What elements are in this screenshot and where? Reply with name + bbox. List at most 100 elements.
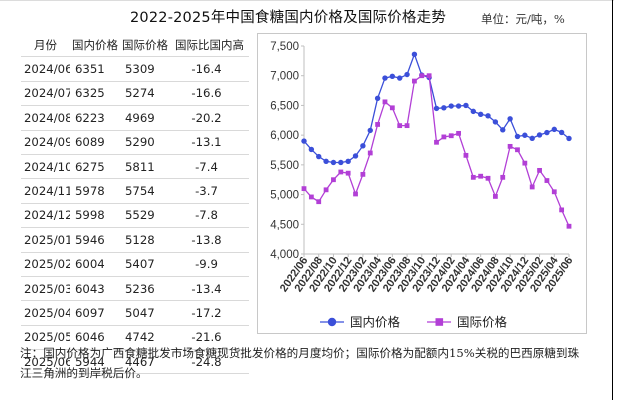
international-price-point xyxy=(360,171,366,177)
international-price-point xyxy=(463,152,469,158)
month-cell: 2024/06 xyxy=(21,56,70,82)
domestic-price-cell: 6223 xyxy=(70,105,120,131)
month-cell: 2025/01 xyxy=(21,227,70,253)
domestic-price-point xyxy=(522,132,528,138)
month-cell: 2024/07 xyxy=(21,81,70,107)
domestic-price-point xyxy=(551,126,557,133)
table-row: 2025/02 6004 5407 -9.9 xyxy=(21,252,249,277)
chart-title: 2022-2025年中国食糖国内价格及国际价格走势 xyxy=(130,10,447,26)
international-price-point xyxy=(382,99,388,105)
international-price-point xyxy=(500,174,506,180)
price-table: 月份 国内价格 国际价格 国际比国内高 2024/06 6351 5309 -16.4… xyxy=(21,33,249,375)
domestic-price-point xyxy=(308,146,315,153)
y-tick-label: 7,000 xyxy=(270,71,299,83)
diff-cell: -16.6 xyxy=(170,81,249,107)
domestic-price-cell: 6325 xyxy=(70,81,120,107)
international-price-cell: 5047 xyxy=(120,300,170,326)
international-price-point xyxy=(492,194,498,199)
month-cell: 2024/10 xyxy=(21,154,70,180)
international-price-point xyxy=(456,130,461,136)
international-price-point xyxy=(434,139,439,145)
domestic-price-point xyxy=(477,111,484,117)
domestic-price-point xyxy=(448,103,454,109)
international-price-point xyxy=(537,167,542,173)
international-price-point xyxy=(478,173,484,179)
international-price-point xyxy=(338,169,344,175)
domestic-price-cell: 6275 xyxy=(70,154,120,180)
diff-cell: -20.2 xyxy=(170,105,249,131)
international-price-cell: 5128 xyxy=(120,227,170,253)
domestic-price-point xyxy=(330,159,337,166)
international-price-cell: 5236 xyxy=(120,276,170,302)
y-tick-label: 4,500 xyxy=(270,219,299,231)
domestic-price-point xyxy=(514,133,521,140)
chart-frame xyxy=(257,33,587,334)
domestic-price-point xyxy=(382,75,388,81)
domestic-price-point xyxy=(389,73,396,80)
international-price-point xyxy=(419,73,425,79)
international-price-point xyxy=(375,122,381,127)
legend-label: 国际价格 xyxy=(457,315,508,330)
domestic-price-point xyxy=(463,102,469,109)
international-price-point xyxy=(507,143,513,149)
international-price-point xyxy=(389,105,395,111)
header-domestic: 国内价格 xyxy=(70,33,120,58)
diff-cell: -21.6 xyxy=(170,325,249,351)
header-month: 月份 xyxy=(21,33,70,58)
international-price-point xyxy=(529,184,535,190)
international-price-point xyxy=(397,123,403,129)
international-price-point xyxy=(301,186,307,192)
table-row: 2024/12 5998 5529 -7.8 xyxy=(21,203,249,229)
y-tick-label: 5,000 xyxy=(270,190,299,202)
month-cell: 2024/11 xyxy=(21,178,70,204)
international-price-cell: 5407 xyxy=(120,252,170,277)
domestic-price-point xyxy=(374,95,381,101)
domestic-price-point xyxy=(529,135,535,142)
domestic-price-point xyxy=(544,129,550,136)
domestic-price-point xyxy=(492,119,499,125)
top-border xyxy=(0,0,614,1)
month-cell: 2025/02 xyxy=(21,252,70,277)
domestic-price-point xyxy=(396,75,403,81)
legend-label: 国内价格 xyxy=(350,315,401,330)
table-row: 2024/07 6325 5274 -16.6 xyxy=(21,81,249,107)
header-diff: 国际比国内高 xyxy=(170,33,249,58)
international-price-cell: 4969 xyxy=(120,105,170,131)
y-tick-label: 7,500 xyxy=(270,41,299,53)
domestic-price-point xyxy=(566,135,572,142)
table-row: 2024/06 6351 5309 -16.4 xyxy=(21,56,249,82)
international-price-cell: 5309 xyxy=(120,56,170,82)
domestic-price-point xyxy=(367,127,373,134)
domestic-price-point xyxy=(360,143,366,149)
domestic-price-point xyxy=(411,51,418,58)
diff-cell: -9.9 xyxy=(170,252,249,277)
diff-cell: -7.8 xyxy=(170,203,249,229)
legend-marker xyxy=(435,318,444,326)
domestic-price-point xyxy=(470,108,477,115)
line-chart: 4,000 4,500 5,000 5,500 6,000 6,500 7,000 7,500… xyxy=(270,41,575,330)
table-row: 2025/05 6046 4742 -21.6 xyxy=(21,325,249,351)
month-cell: 2024/08 xyxy=(21,105,70,131)
diff-cell: -13.1 xyxy=(170,130,249,155)
international-price-cell: 4467 xyxy=(120,349,170,375)
international-price-point xyxy=(404,123,410,129)
month-cell: 2025/04 xyxy=(21,300,70,326)
table-row: 2024/08 6223 4969 -20.2 xyxy=(21,105,249,131)
table-row: 2025/04 6097 5047 -17.2 xyxy=(21,300,249,326)
domestic-price-cell: 6004 xyxy=(70,252,120,277)
table-row: 2025/01 5946 5128 -13.8 xyxy=(21,227,249,253)
diff-cell: -13.4 xyxy=(170,276,249,302)
international-price-cell: 5754 xyxy=(120,178,170,204)
domestic-price-cell: 6097 xyxy=(70,300,120,326)
domestic-price-point xyxy=(301,138,307,144)
y-tick-label: 5,500 xyxy=(270,160,299,172)
international-price-point xyxy=(515,147,520,153)
table-row: 2025/03 6043 5236 -13.4 xyxy=(21,276,249,302)
international-price-point xyxy=(345,170,351,176)
international-price-cell: 5274 xyxy=(120,81,170,107)
domestic-price-cell: 6089 xyxy=(70,130,120,155)
table-header-row: 月份 国内价格 国际价格 国际比国内高 xyxy=(21,33,249,58)
domestic-price-cell: 6351 xyxy=(70,56,120,82)
y-tick-label: 6,500 xyxy=(270,100,299,112)
international-price-line xyxy=(303,75,570,227)
